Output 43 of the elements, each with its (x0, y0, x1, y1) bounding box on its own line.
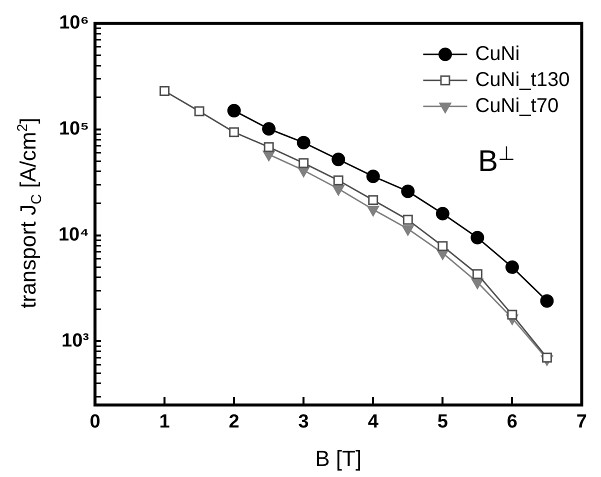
point (264, 142, 274, 152)
point (540, 294, 554, 308)
point (262, 122, 276, 136)
x-tick-label: 2 (228, 412, 240, 433)
point (505, 260, 519, 274)
point (298, 158, 309, 168)
y-tick-label: 10⁶ (59, 12, 89, 34)
point (542, 352, 552, 363)
x-tick-label: 3 (298, 412, 309, 433)
point (194, 106, 204, 116)
point (401, 184, 415, 198)
legend-label: CuNi (475, 42, 520, 65)
y-tick-label: 10⁵ (58, 118, 89, 140)
point (332, 152, 346, 166)
point (471, 278, 484, 290)
x-tick-label: 7 (576, 412, 588, 433)
y-tick-label: 10³ (62, 330, 89, 352)
point (472, 269, 482, 280)
legend-label: CuNi_t70 (475, 94, 559, 117)
point (507, 310, 518, 320)
point (402, 225, 414, 236)
annotation: B$^{⊥}$ (478, 142, 516, 179)
point (367, 206, 380, 216)
point (436, 206, 450, 220)
point (402, 214, 413, 225)
legend-label: CuNi_t130 (475, 68, 570, 91)
point (160, 86, 170, 96)
point (438, 241, 448, 252)
point (368, 195, 378, 206)
point (332, 184, 344, 196)
x-axis-title: B [T] (315, 446, 362, 471)
x-tick-label: 1 (159, 412, 170, 433)
x-tick-label: 5 (437, 412, 448, 433)
x-tick-label: 0 (90, 412, 100, 433)
x-tick-label: 6 (506, 412, 518, 433)
point (227, 104, 241, 118)
point (296, 136, 310, 150)
point (366, 170, 380, 184)
x-tick-label: 4 (368, 412, 379, 433)
point (470, 230, 484, 244)
point (229, 127, 240, 138)
y-tick-label: 10⁴ (58, 224, 89, 246)
point (333, 175, 344, 186)
